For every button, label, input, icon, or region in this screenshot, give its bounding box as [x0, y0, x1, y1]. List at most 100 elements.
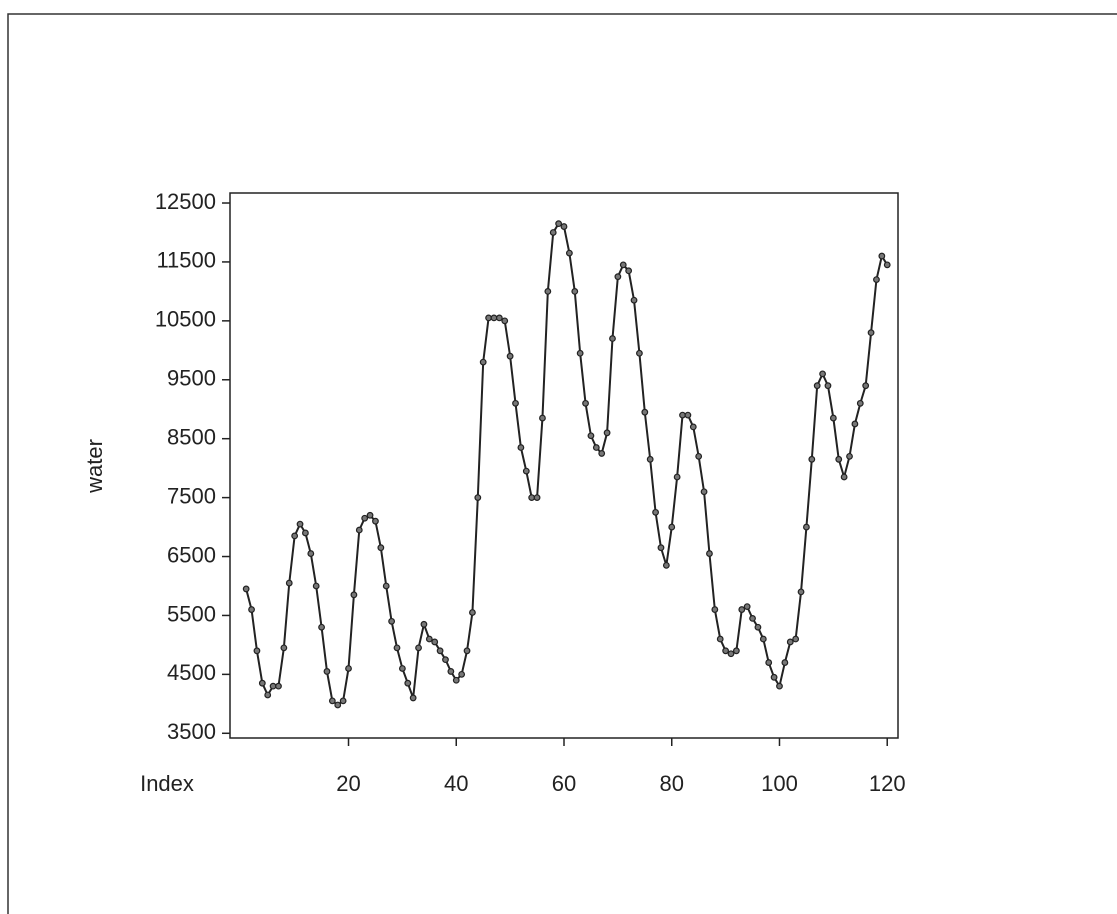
data-point — [658, 545, 664, 551]
data-point — [804, 524, 810, 530]
data-point — [545, 289, 551, 295]
data-point — [453, 677, 459, 683]
data-point — [427, 636, 433, 642]
data-point — [319, 624, 325, 630]
data-point — [276, 683, 282, 689]
data-point — [825, 383, 831, 389]
y-tick-label: 6500 — [167, 542, 216, 567]
data-point — [701, 489, 707, 495]
data-point — [620, 262, 626, 268]
data-point — [798, 589, 804, 595]
data-point — [755, 624, 761, 630]
data-point — [491, 315, 497, 321]
data-point — [346, 666, 352, 672]
data-point — [836, 457, 842, 463]
chart: Index water 3500450055006500750085009500… — [0, 0, 1117, 914]
y-tick-label: 11500 — [156, 248, 216, 273]
data-point — [707, 551, 713, 557]
data-point — [497, 315, 503, 321]
data-point — [561, 224, 567, 230]
data-point — [847, 454, 853, 460]
data-point — [782, 660, 788, 666]
data-point — [529, 495, 535, 501]
data-point — [249, 607, 255, 613]
data-point — [254, 648, 260, 654]
x-axis-label: Index — [140, 771, 194, 796]
data-point — [416, 645, 422, 651]
data-point — [507, 353, 513, 359]
data-point — [831, 415, 837, 421]
data-point — [265, 692, 271, 698]
data-point — [340, 698, 346, 704]
data-point — [712, 607, 718, 613]
data-point — [437, 648, 443, 654]
data-point — [572, 289, 578, 295]
data-point — [324, 669, 330, 675]
data-point — [820, 371, 826, 377]
data-point — [405, 680, 411, 686]
data-point — [260, 680, 266, 686]
data-point — [270, 683, 276, 689]
data-point — [297, 521, 303, 527]
data-point — [594, 445, 600, 451]
data-point — [787, 639, 793, 645]
data-point — [884, 262, 890, 268]
data-point — [480, 359, 486, 365]
data-point — [857, 401, 863, 407]
data-point — [723, 648, 729, 654]
y-tick-label: 4500 — [167, 660, 216, 685]
data-point — [556, 221, 562, 227]
y-tick-label: 12500 — [155, 189, 216, 214]
data-point — [674, 474, 680, 480]
data-point — [610, 336, 616, 342]
data-point — [664, 563, 670, 569]
y-tick-label: 10500 — [155, 307, 216, 332]
data-point — [303, 530, 309, 536]
data-point — [863, 383, 869, 389]
data-point — [793, 636, 799, 642]
data-point — [588, 433, 594, 439]
data-point — [448, 669, 454, 675]
data-point — [281, 645, 287, 651]
data-point — [518, 445, 524, 451]
data-point — [642, 409, 648, 415]
data-point — [631, 297, 637, 303]
data-point — [313, 583, 319, 589]
data-point — [771, 675, 777, 681]
data-point — [583, 401, 589, 407]
data-point — [690, 424, 696, 430]
data-point — [486, 315, 492, 321]
data-point — [696, 454, 702, 460]
data-point — [680, 412, 686, 418]
data-point — [685, 412, 691, 418]
data-point — [308, 551, 314, 557]
data-point — [243, 586, 249, 592]
data-line — [246, 224, 887, 705]
data-point — [766, 660, 772, 666]
data-point — [421, 621, 427, 627]
y-tick-label: 7500 — [167, 483, 216, 508]
data-point — [577, 350, 583, 356]
x-tick-label: 100 — [761, 771, 798, 796]
y-tick-label: 5500 — [167, 601, 216, 626]
data-point — [540, 415, 546, 421]
data-point — [852, 421, 858, 427]
data-point — [615, 274, 621, 280]
y-tick-label: 9500 — [167, 366, 216, 391]
data-point — [356, 527, 362, 533]
data-point — [459, 672, 465, 678]
data-point — [717, 636, 723, 642]
data-point — [367, 512, 373, 518]
y-tick-label: 3500 — [167, 719, 216, 744]
plot-frame — [230, 193, 898, 738]
data-point — [669, 524, 675, 530]
data-point — [470, 610, 476, 616]
data-point — [637, 350, 643, 356]
data-point — [383, 583, 389, 589]
data-point — [604, 430, 610, 436]
data-point — [523, 468, 529, 474]
data-point — [777, 683, 783, 689]
x-tick-label: 20 — [336, 771, 360, 796]
data-point — [567, 250, 573, 256]
data-point — [464, 648, 470, 654]
